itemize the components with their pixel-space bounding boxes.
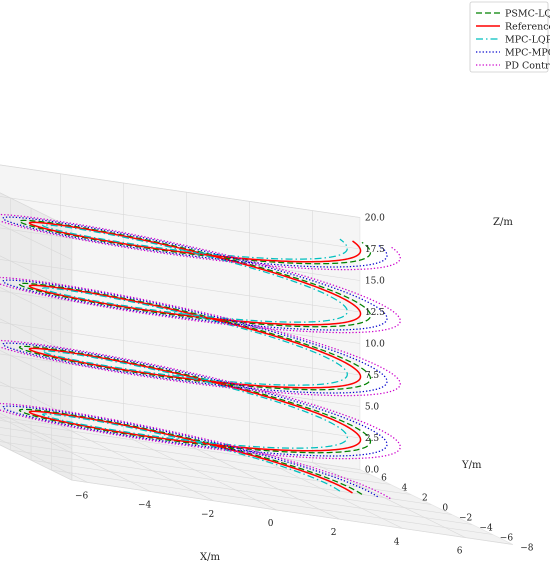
- side-gridline: [0, 287, 72, 323]
- legend-label: MPC-MPC: [505, 48, 550, 59]
- z-tick-label: 12.5: [365, 308, 385, 318]
- floor-gridline: [0, 420, 371, 475]
- series-line-reference: [28, 221, 362, 494]
- z-tick-label: 15.0: [365, 277, 385, 287]
- x-axis-label: X/m: [200, 552, 220, 563]
- back-gridline: [0, 353, 360, 407]
- floor-gridline: [312, 462, 466, 538]
- x-tick-label: 4: [394, 537, 400, 547]
- floor-gridline: [60, 425, 214, 502]
- z-tick-label: 20.0: [365, 214, 385, 224]
- y-tick-label: 0: [442, 504, 448, 514]
- side-gridline: [0, 255, 72, 292]
- legend-label: PSMC-LQR: [505, 9, 550, 20]
- floor-gridline: [51, 469, 493, 535]
- floor-gridline: [0, 434, 411, 495]
- y-tick-label: 4: [402, 484, 408, 494]
- z-tick-label: 10.0: [365, 340, 385, 350]
- x-tick-label: 2: [331, 528, 337, 538]
- series-line-psmc-lqr: [18, 219, 372, 495]
- z-tick-label: 2.5: [365, 434, 380, 444]
- back-gridline: [0, 385, 360, 439]
- trajectory-curves: [0, 213, 401, 500]
- z-tick-label: 5.0: [365, 403, 380, 413]
- side-gridline: [0, 350, 72, 386]
- legend-label: MPC-LQR: [505, 35, 550, 46]
- series-line-pd-control: [0, 213, 401, 500]
- floor-gridline: [123, 434, 277, 511]
- z-axis-label: Z/m: [493, 217, 513, 228]
- y-tick-label: 6: [381, 474, 387, 484]
- back-gridline: [0, 196, 360, 250]
- y-tick-label: −4: [479, 524, 493, 534]
- back-gridline: [0, 164, 360, 218]
- floor-gridline: [0, 417, 151, 492]
- y-tick-label: −6: [500, 534, 514, 544]
- z-tick-label: 17.5: [365, 245, 385, 255]
- legend-label: Reference: [505, 22, 550, 33]
- x-tick-label: −6: [75, 491, 89, 501]
- floor-gridline: [10, 449, 452, 515]
- y-tick-label: 2: [422, 494, 428, 504]
- side-gridline: [0, 444, 72, 481]
- side-gridline: [0, 381, 72, 418]
- legend: PSMC-LQR Reference MPC-LQR MPC-MPC PD Contro…: [469, 1, 550, 73]
- z-tick-label: 0.0: [365, 466, 380, 476]
- floor-gridline: [71, 479, 513, 545]
- floor-gridline: [0, 439, 88, 483]
- x-tick-label: −4: [138, 501, 152, 511]
- y-tick-label: −2: [459, 514, 472, 524]
- side-gridline: [0, 224, 72, 260]
- z-tick-label: 7.5: [365, 371, 380, 381]
- legend-box: [469, 1, 549, 73]
- back-gridline: [0, 290, 360, 344]
- side-gridline: [0, 413, 72, 449]
- series-line-mpc-lqr: [41, 224, 348, 492]
- x-tick-label: 0: [268, 519, 274, 529]
- back-gridline: [0, 322, 360, 376]
- x-tick-label: −2: [201, 510, 214, 520]
- y-axis-label: Y/m: [461, 460, 482, 471]
- back-gridline: [0, 227, 360, 281]
- floor-gridline: [249, 453, 403, 529]
- y-tick-label: −8: [520, 544, 534, 554]
- floor-gridline: [0, 441, 432, 505]
- floor-gridline: [186, 443, 340, 520]
- legend-label: PD Control: [505, 61, 550, 72]
- floor-gridline: [31, 459, 473, 525]
- back-gridline: [0, 259, 360, 313]
- series-line-mpc-mpc: [2, 216, 388, 498]
- side-gridline: [0, 318, 72, 355]
- x-tick-label: 6: [457, 547, 463, 557]
- side-gridline: [0, 192, 72, 229]
